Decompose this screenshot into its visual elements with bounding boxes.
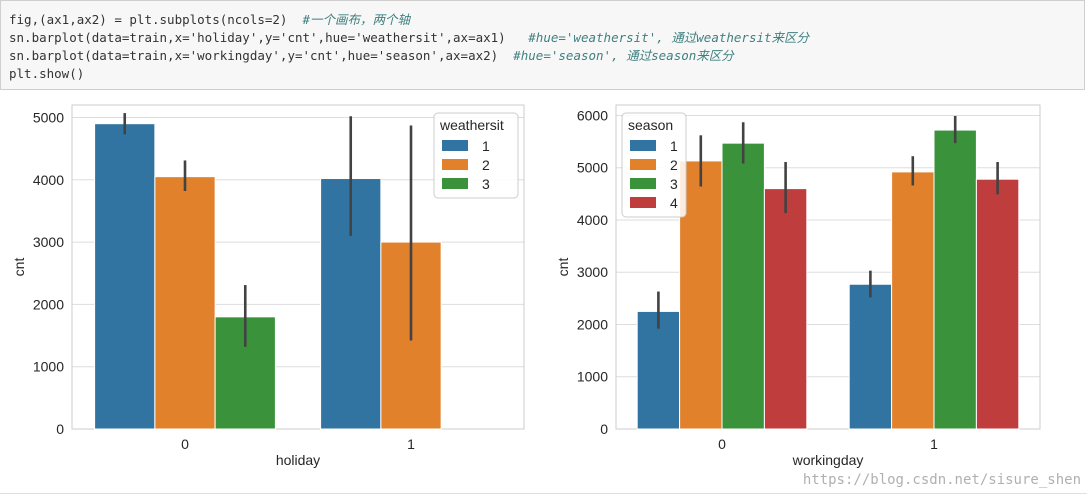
x-axis-label: holiday <box>276 452 320 468</box>
y-tick-label: 3000 <box>33 234 64 250</box>
x-tick-label: 0 <box>181 436 189 452</box>
bar-1-series-1 <box>848 283 893 430</box>
x-axis-label: workingday <box>792 452 864 468</box>
legend-swatch-3 <box>442 178 468 189</box>
legend-box <box>433 112 519 199</box>
y-tick-label: 4000 <box>577 212 608 228</box>
x-tick-label: 0 <box>718 436 726 452</box>
watermark: https://blog.csdn.net/sisure_shen <box>802 472 1081 488</box>
code-line-1: fig,(ax1,ax2) = plt.subplots(ncols=2) #一… <box>9 12 411 27</box>
y-tick-label: 5000 <box>577 160 608 176</box>
legend-swatch-3 <box>630 178 656 189</box>
y-tick-label: 5000 <box>33 109 64 125</box>
bar-0-series-3 <box>214 316 276 430</box>
legend-label-3: 3 <box>670 176 678 192</box>
legend-swatch-2 <box>630 159 656 170</box>
legend-label-2: 2 <box>670 157 678 173</box>
bar-1-series-2 <box>891 171 935 430</box>
legend-swatch-1 <box>630 140 656 151</box>
bottom-divider <box>0 493 1087 494</box>
y-tick-label: 1000 <box>577 369 608 385</box>
output-area: 0 1000 2000 3000 4000 5000 0 1 holiday cnt weather… <box>0 92 1087 496</box>
plot-frame <box>71 104 525 430</box>
workingday-barplot: 0 1000 2000 3000 4000 5000 6000 0 1 workingday cnt… <box>555 104 1041 468</box>
bar-0-series-2 <box>679 160 723 430</box>
legend: season 1 2 3 4 <box>621 112 687 218</box>
legend: weathersit 1 2 3 <box>433 112 519 199</box>
legend-swatch-1 <box>442 140 468 151</box>
legend-label-4: 4 <box>670 195 678 211</box>
legend-swatch-4 <box>630 197 656 208</box>
legend-swatch-2 <box>442 159 468 170</box>
y-tick-label: 0 <box>600 421 608 437</box>
legend-label-1: 1 <box>670 138 678 154</box>
bar-1-series-3 <box>933 129 977 430</box>
y-axis-label: cnt <box>11 258 27 277</box>
holiday-barplot: 0 1000 2000 3000 4000 5000 0 1 holiday cnt weather… <box>11 104 525 468</box>
bar-0-series-1 <box>94 123 156 430</box>
bar-1-series-4 <box>975 178 1020 430</box>
legend-label-2: 2 <box>482 157 490 173</box>
x-tick-label: 1 <box>407 436 415 452</box>
legend-title: season <box>628 117 673 133</box>
code-line-4: plt.show() <box>9 66 85 81</box>
plot-frame <box>615 104 1041 430</box>
y-tick-label: 6000 <box>577 107 608 123</box>
code-cell[interactable]: fig,(ax1,ax2) = plt.subplots(ncols=2) #一… <box>0 0 1085 90</box>
y-tick-label: 2000 <box>577 316 608 332</box>
bar-0-series-3 <box>721 142 765 430</box>
code-line-3: sn.barplot(data=train,x='workingday',y='… <box>9 48 734 63</box>
y-tick-label: 1000 <box>33 359 64 375</box>
y-tick-label: 4000 <box>33 172 64 188</box>
y-tick-label: 3000 <box>577 264 608 280</box>
x-tick-label: 1 <box>930 436 938 452</box>
y-axis-label: cnt <box>555 258 571 277</box>
legend-title: weathersit <box>439 117 504 133</box>
legend-label-1: 1 <box>482 138 490 154</box>
bar-0-series-1 <box>636 310 681 430</box>
bar-0-series-2 <box>154 176 216 430</box>
y-tick-label: 0 <box>56 421 64 437</box>
y-tick-label: 2000 <box>33 296 64 312</box>
code-line-2: sn.barplot(data=train,x='holiday',y='cnt… <box>9 30 810 45</box>
legend-label-3: 3 <box>482 176 490 192</box>
bar-0-series-4 <box>763 188 808 430</box>
